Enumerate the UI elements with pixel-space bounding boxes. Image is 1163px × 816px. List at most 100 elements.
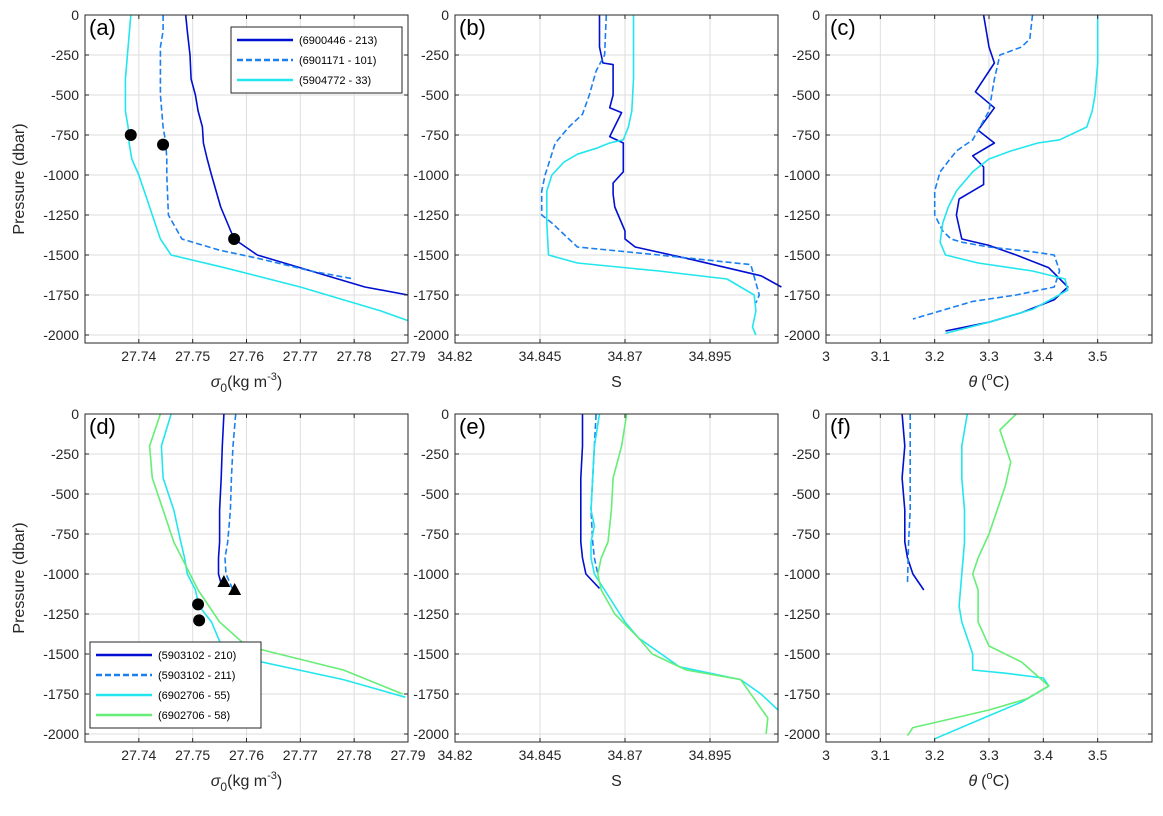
marker-triangle — [228, 583, 242, 595]
y-axis-label: Pressure (dbar) — [11, 123, 28, 234]
panel-b: 34.82 34.845 34.87 34.895 0 -250 -500 -750 -1000… — [413, 7, 782, 391]
panel-c: 3 3.1 3.2 3.3 3.4 3.5 0 -250 -500 -750 -1000 -1250 -… — [784, 7, 1153, 391]
panel-label: (e) — [459, 414, 486, 439]
y-tick-label: 0 — [441, 7, 449, 23]
series-line-1 — [598, 15, 782, 288]
y-tick-label: 0 — [812, 406, 820, 422]
legend-label: (6901171 - 101) — [299, 55, 376, 67]
y-tick-label: -2000 — [413, 726, 449, 742]
x-tick-label: 3.3 — [979, 348, 999, 364]
y-tick-label: -1000 — [43, 566, 79, 582]
x-axis-label: θ (oC) — [968, 770, 1009, 790]
series-line-3 — [124, 14, 409, 322]
x-tick-label: 3 — [822, 747, 830, 763]
y-tick-label: -250 — [421, 446, 449, 462]
y-tick-label: -2000 — [784, 726, 820, 742]
x-tick-label: 34.895 — [689, 348, 732, 364]
y-tick-label: -1500 — [43, 646, 79, 662]
y-tick-label: 0 — [812, 7, 820, 23]
x-axis-label: θ (oC) — [968, 371, 1009, 391]
x-tick-label: 27.77 — [283, 747, 318, 763]
marker-circle — [193, 614, 206, 627]
y-tick-label: -750 — [51, 526, 79, 542]
x-tick-label: 27.74 — [121, 747, 156, 763]
y-tick-label: -750 — [421, 526, 449, 542]
panel-a: 27.74 27.75 27.76 27.77 27.78 27.79 0 -250 -500 -… — [11, 7, 426, 395]
y-tick-label: -2000 — [784, 327, 820, 343]
x-tick-label: 3.4 — [1034, 747, 1054, 763]
marker-circle — [124, 129, 137, 141]
y-tick-label: -500 — [792, 87, 820, 103]
series-line-1 — [217, 413, 225, 586]
y-tick-label: -500 — [421, 87, 449, 103]
y-tick-label: -750 — [792, 127, 820, 143]
y-tick-label: -1750 — [784, 287, 820, 303]
y-tick-label: -1750 — [413, 686, 449, 702]
y-tick-label: -1250 — [784, 207, 820, 223]
y-tick-label: -1000 — [43, 167, 79, 183]
y-tick-label: -1250 — [413, 606, 449, 622]
legend: (5903102 - 210) (5903102 - 211) (6902706 -… — [89, 641, 262, 729]
y-tick-label: 0 — [71, 7, 79, 23]
y-tick-label: -1750 — [43, 686, 79, 702]
x-axis-label: σ0(kg m-3) — [211, 371, 282, 395]
y-tick-label: -750 — [51, 127, 79, 143]
y-tick-label: -500 — [51, 87, 79, 103]
x-axis-label: σ0(kg m-3) — [211, 770, 282, 794]
y-tick-label: -750 — [792, 526, 820, 542]
x-axis-label: S — [611, 773, 622, 790]
y-tick-label: -750 — [421, 127, 449, 143]
legend-label: (6902706 - 55) — [158, 690, 230, 702]
x-tick-label: 3.5 — [1088, 348, 1108, 364]
x-tick-label: 3.3 — [979, 747, 999, 763]
y-tick-label: -500 — [51, 486, 79, 502]
x-tick-label: 34.87 — [607, 747, 642, 763]
y-tick-label: -1000 — [784, 167, 820, 183]
panel-e: 34.82 34.845 34.87 34.895 0 -250 -500 -750 -1000… — [413, 406, 779, 790]
series-line-2 — [912, 14, 1061, 320]
y-tick-label: -1000 — [413, 566, 449, 582]
y-tick-label: -1250 — [784, 606, 820, 622]
x-tick-label: 34.82 — [437, 348, 472, 364]
x-tick-label: 34.82 — [437, 747, 472, 763]
y-tick-label: -250 — [421, 47, 449, 63]
y-tick-label: -250 — [51, 446, 79, 462]
y-tick-label: -250 — [792, 47, 820, 63]
series-line-2 — [224, 413, 237, 591]
x-tick-label: 27.77 — [283, 348, 318, 364]
x-tick-label: 3 — [822, 348, 830, 364]
y-tick-label: -1000 — [413, 167, 449, 183]
series-line-4 — [597, 413, 769, 735]
legend: (6900446 - 213) (6901171 - 101) (5904772 -… — [230, 26, 403, 94]
x-tick-label: 34.895 — [689, 747, 732, 763]
y-tick-label: -1250 — [413, 207, 449, 223]
legend-label: (5903102 - 210) — [158, 650, 236, 662]
x-tick-label: 3.5 — [1088, 747, 1108, 763]
x-tick-label: 27.78 — [337, 348, 372, 364]
series-line-3 — [939, 15, 1099, 335]
series-line-3 — [546, 15, 757, 336]
marker-circle — [192, 598, 205, 611]
plot-area — [455, 414, 778, 742]
y-tick-label: -1250 — [43, 207, 79, 223]
x-tick-label: 27.79 — [390, 348, 425, 364]
legend-label: (6902706 - 58) — [158, 710, 230, 722]
y-tick-label: -250 — [792, 446, 820, 462]
panel-f: 3 3.1 3.2 3.3 3.4 3.5 0 -250 -500 -750 -1000 -1250 -… — [784, 406, 1153, 790]
y-tick-label: -1750 — [43, 287, 79, 303]
y-tick-label: -1500 — [784, 247, 820, 263]
x-tick-label: 3.1 — [871, 747, 891, 763]
series-line-1 — [580, 414, 601, 589]
x-tick-label: 27.79 — [390, 747, 425, 763]
y-tick-label: -1500 — [413, 646, 449, 662]
x-tick-label: 27.76 — [229, 747, 264, 763]
series-line-2 — [159, 15, 355, 280]
marker-circle — [228, 233, 241, 245]
series-line-4 — [148, 413, 403, 695]
x-tick-label: 27.74 — [121, 348, 156, 364]
y-tick-label: -1000 — [784, 566, 820, 582]
x-tick-label: 3.2 — [925, 747, 945, 763]
x-tick-label: 34.845 — [519, 747, 562, 763]
panel-label: (a) — [89, 15, 116, 40]
x-tick-label: 27.75 — [175, 348, 210, 364]
